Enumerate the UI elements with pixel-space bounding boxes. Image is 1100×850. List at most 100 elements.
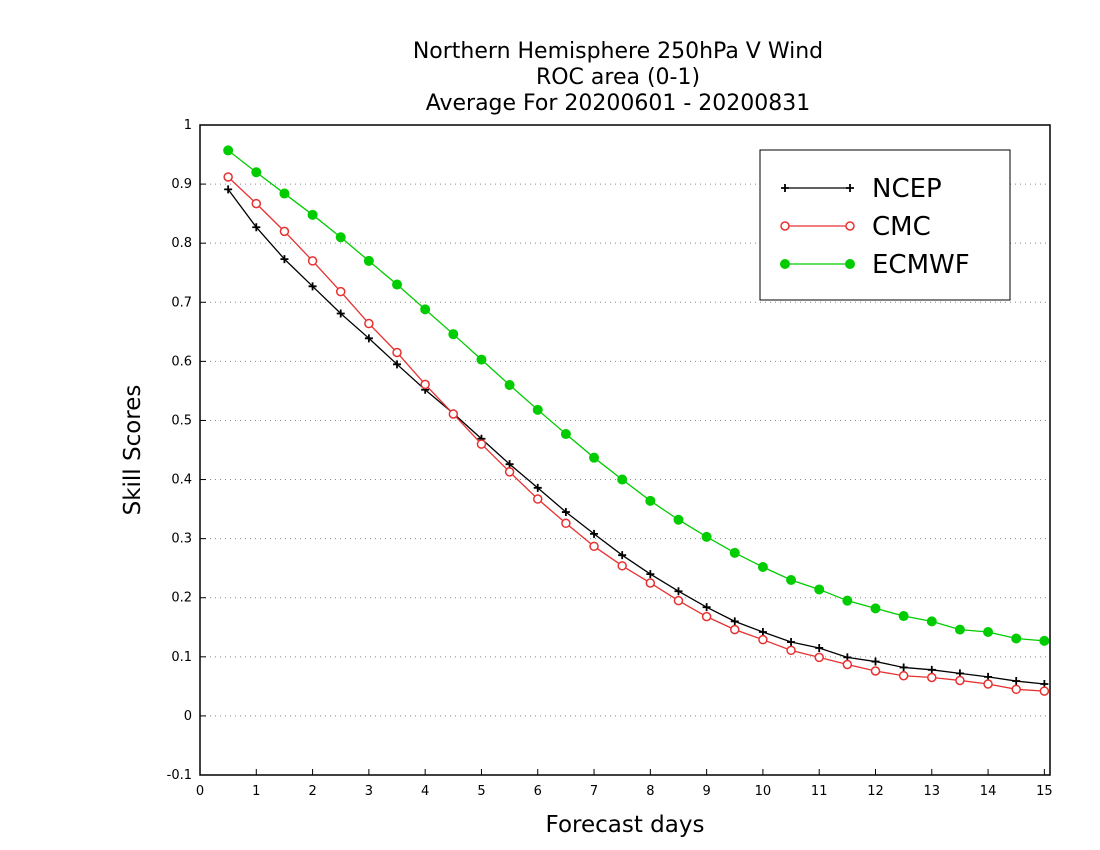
- legend-marker-ecmwf: [780, 259, 790, 269]
- ncep-point: [505, 460, 514, 469]
- ecmwf-point: [1011, 633, 1022, 644]
- ecmwf-point: [279, 188, 290, 199]
- x-tick-label: 11: [811, 784, 828, 799]
- ncep-point: [871, 657, 880, 666]
- ecmwf-point: [1039, 635, 1050, 646]
- ncep-point: [252, 223, 261, 232]
- ncep-point: [702, 603, 711, 612]
- ecmwf-point: [476, 354, 487, 365]
- legend: NCEP CMC ECMWF: [759, 149, 1011, 301]
- x-axis-label: Forecast days: [546, 812, 705, 838]
- cmc-point: [730, 624, 740, 635]
- ecmwf-point: [870, 603, 881, 614]
- cmc-point: [223, 172, 233, 182]
- chart-title-line-2: ROC area (0-1): [536, 65, 700, 90]
- chart-title-line-3: Average For 20200601 - 20200831: [426, 91, 811, 116]
- ncep-point: [280, 255, 289, 264]
- cmc-point: [532, 494, 543, 504]
- ecmwf-point: [251, 167, 262, 178]
- y-tick-label: 0.5: [171, 413, 192, 428]
- cmc-point: [1039, 686, 1050, 696]
- cmc-point: [983, 679, 993, 689]
- x-tick-label: 9: [702, 784, 710, 799]
- x-tick-label: 7: [590, 784, 598, 799]
- legend-label-cmc: CMC: [872, 212, 931, 242]
- x-tick-label: 5: [477, 784, 485, 799]
- x-tick-label: 13: [924, 784, 941, 799]
- cmc-point: [955, 675, 965, 686]
- ecmwf-point: [223, 145, 234, 156]
- cmc-point: [870, 666, 881, 676]
- cmc-point: [251, 198, 262, 209]
- cmc-point: [476, 439, 487, 449]
- ecmwf-point: [532, 404, 543, 415]
- ecmwf-point: [757, 562, 768, 572]
- x-tick-label: 4: [421, 784, 429, 799]
- ecmwf-point: [560, 429, 571, 440]
- y-axis-label: Skill Scores: [120, 385, 146, 516]
- cmc-point: [279, 226, 290, 237]
- ncep-point: [364, 334, 373, 343]
- ncep-point: [561, 508, 570, 517]
- y-tick-label: -0.1: [167, 768, 192, 783]
- legend-marker-ecmwf: [845, 259, 855, 269]
- legend-marker-cmc: [845, 221, 855, 231]
- ncep-point: [590, 529, 599, 538]
- y-tick-label: 0.8: [171, 236, 192, 251]
- cmc-point: [898, 670, 909, 681]
- cmc-point: [392, 347, 402, 358]
- ncep-point: [730, 617, 739, 626]
- ncep-point: [646, 570, 655, 579]
- ncep-point: [927, 665, 936, 674]
- cmc-point: [701, 611, 712, 622]
- ncep-point: [899, 663, 908, 672]
- ncep-point: [815, 643, 824, 652]
- ecmwf-point: [673, 514, 684, 525]
- ncep-point: [1012, 677, 1021, 686]
- legend-marker-cmc: [780, 221, 790, 231]
- y-tick-label: 0.7: [171, 295, 192, 310]
- ecmwf-point: [954, 624, 965, 635]
- ecmwf-point: [926, 616, 937, 627]
- x-tick-label: 12: [867, 784, 884, 799]
- chart-title: Northern Hemisphere 250hPa V Wind ROC ar…: [413, 39, 823, 116]
- cmc-point: [364, 318, 374, 329]
- ecmwf-point: [814, 584, 825, 595]
- cmc-point: [448, 409, 459, 419]
- cmc-point: [645, 578, 656, 588]
- x-tick-label: 1: [252, 784, 260, 799]
- series-ecmwf: [223, 145, 1050, 646]
- ecmwf-point: [786, 575, 797, 585]
- cmc-point: [673, 595, 684, 606]
- cmc-point: [842, 659, 853, 670]
- y-tick-label: 0.2: [171, 591, 192, 606]
- legend-box: [759, 149, 1011, 301]
- ncep-point: [674, 587, 683, 596]
- legend-marker-ncep: [846, 184, 854, 192]
- ecmwf-point: [307, 209, 318, 220]
- ncep-point: [308, 282, 317, 291]
- y-tick-label: 0.1: [171, 650, 192, 665]
- ncep-point: [336, 309, 345, 318]
- ecmwf-point: [617, 474, 628, 485]
- ecmwf-point: [420, 304, 431, 315]
- cmc-point: [927, 672, 937, 683]
- axis-ticks: -0.100.10.20.30.40.50.60.70.80.910 1 2 3 4 5 6…: [167, 118, 1053, 799]
- ncep-point: [224, 185, 233, 194]
- cmc-point: [786, 645, 796, 656]
- ncep-point: [393, 360, 402, 369]
- ecmwf-point: [392, 279, 403, 290]
- y-tick-label: 0.6: [171, 354, 192, 369]
- series-ncep: [224, 185, 1049, 688]
- legend-marker-ncep: [781, 184, 789, 192]
- ecmwf-point: [983, 627, 994, 637]
- cmc-point: [420, 379, 430, 390]
- cmc-point: [589, 541, 599, 552]
- cmc-point: [504, 467, 515, 477]
- data-series: [223, 145, 1050, 696]
- x-tick-label: 15: [1036, 784, 1053, 799]
- ncep-line: [227, 189, 1045, 685]
- chart-title-line-1: Northern Hemisphere 250hPa V Wind: [413, 39, 823, 64]
- cmc-point: [1011, 684, 1021, 695]
